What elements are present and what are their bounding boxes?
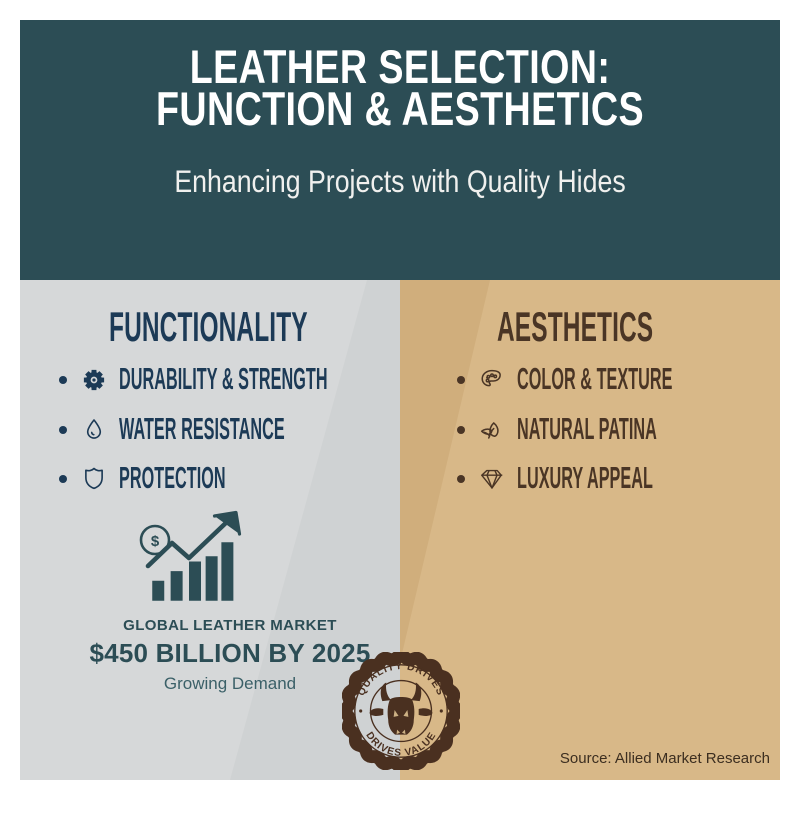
svg-text:$: $	[151, 533, 160, 550]
